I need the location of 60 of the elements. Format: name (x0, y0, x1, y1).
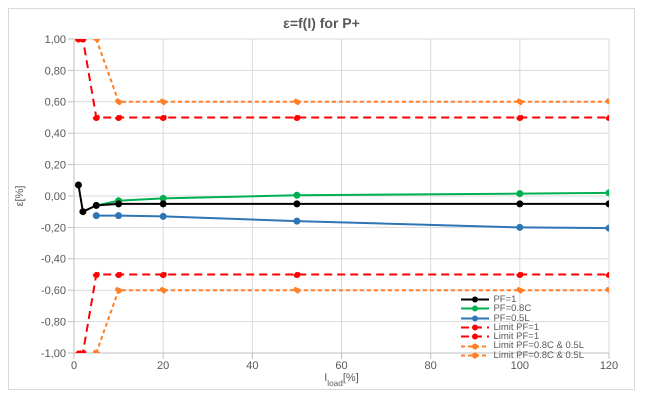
point (115, 200, 122, 208)
y-tick-label: -0,80 (40, 316, 66, 329)
point (115, 286, 122, 294)
point (160, 212, 167, 220)
y-tick-label: 0,80 (44, 65, 66, 78)
x-axis-title: I$_{load}$[%] (324, 372, 359, 388)
y-tick-label: -1,00 (40, 348, 66, 360)
y-tick-label: 1,00 (44, 34, 66, 46)
point (160, 271, 167, 278)
legend-label: Limit PF=1 (493, 331, 540, 342)
point (160, 114, 167, 121)
point (293, 192, 300, 199)
point (516, 271, 524, 278)
legend-label: Limit PF=1 (493, 322, 540, 333)
y-tick-label: -0,60 (40, 285, 66, 298)
x-tick-label: 80 (424, 360, 437, 372)
legend-label: Limit PF=0.8C & 0.5L (493, 340, 584, 352)
point (516, 224, 524, 231)
point (516, 98, 524, 106)
x-tick-label: 120 (600, 360, 618, 372)
point (115, 271, 122, 278)
point (516, 190, 524, 198)
point (293, 286, 300, 294)
y-tick-label: 0,00 (44, 190, 66, 203)
point (293, 114, 300, 121)
point (160, 286, 167, 294)
y-tick-label: 0,20 (44, 160, 66, 172)
point (516, 286, 524, 294)
x-tick-label: 40 (246, 360, 258, 372)
point (79, 208, 86, 216)
legend-label: PF=0.8C (493, 303, 532, 314)
point (516, 200, 524, 208)
point (293, 271, 300, 278)
point (516, 114, 524, 121)
point (92, 212, 100, 220)
point (160, 194, 167, 202)
y-tick-label: -0,20 (40, 222, 66, 234)
legend-label: PF=1 (493, 294, 516, 305)
x-tick-label: 0 (70, 360, 78, 372)
y-tick-label: 0,60 (44, 96, 66, 109)
chart-title: ε=f(I) for P+ (282, 15, 361, 33)
legend-label: PF=0.5L (493, 312, 530, 324)
x-tick-label: 100 (510, 360, 530, 372)
point (115, 212, 122, 220)
y-tick-label: 0,40 (44, 128, 66, 140)
point (293, 200, 300, 208)
y-tick-label: -0,40 (40, 254, 66, 266)
y-axis-title: ε[%] (14, 186, 26, 206)
legend-label: Limit PF=0.8C & 0.5L (493, 350, 584, 361)
point (293, 218, 300, 225)
point (74, 182, 82, 189)
x-tick-label: 60 (335, 360, 348, 372)
point (160, 200, 167, 208)
point (293, 98, 300, 106)
point (160, 98, 167, 106)
x-tick-label: 20 (157, 360, 170, 372)
point (115, 114, 122, 121)
point (92, 114, 100, 121)
point (92, 271, 100, 278)
point (115, 98, 122, 106)
